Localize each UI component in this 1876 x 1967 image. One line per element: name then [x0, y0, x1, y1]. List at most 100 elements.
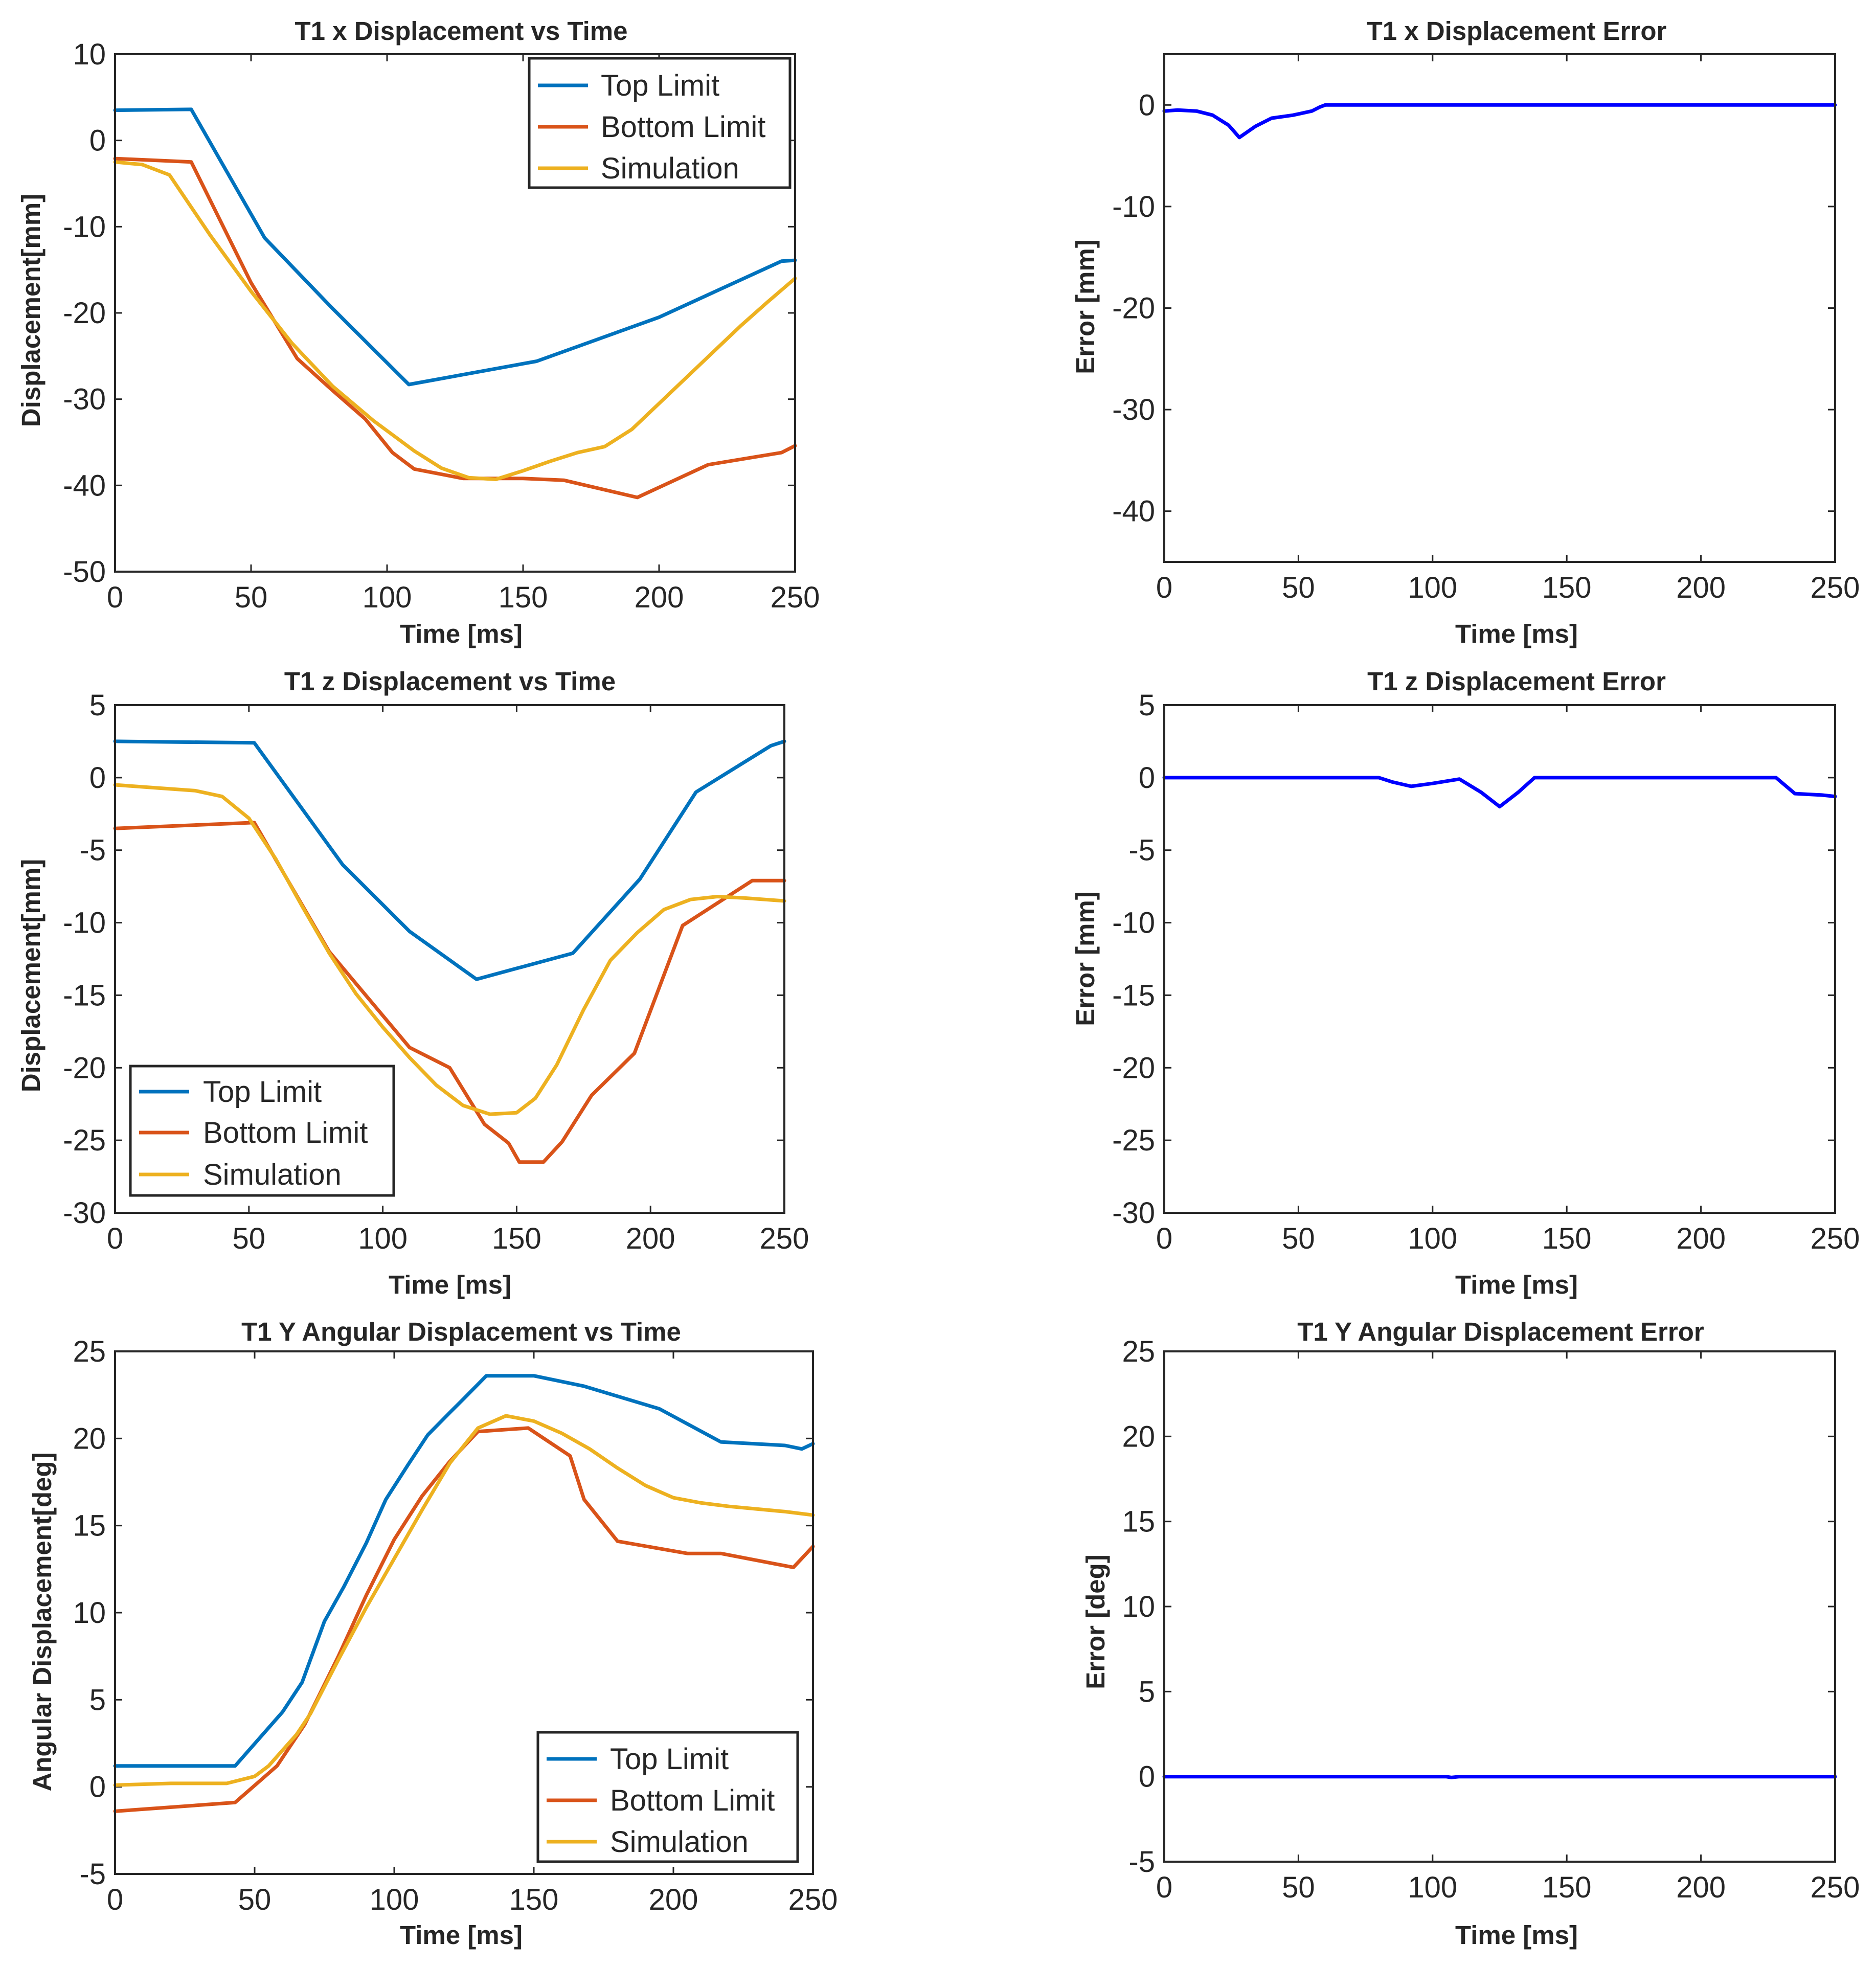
- legend-box: [528, 57, 792, 189]
- panel-x-displacement: T1 x Displacement vs Time Displacement[m…: [16, 16, 820, 648]
- x-tick-label: 100: [358, 1222, 408, 1255]
- legend-label-bottom-limit: Bottom Limit: [203, 1116, 368, 1149]
- legend-label-top-limit: Top Limit: [601, 69, 719, 102]
- x-tick-label: 150: [499, 581, 548, 614]
- y-tick-label: -30: [63, 383, 106, 416]
- y-tick-label: -20: [63, 1051, 106, 1084]
- y-tick-label: 20: [73, 1422, 106, 1455]
- panel-title: T1 Y Angular Displacement vs Time: [241, 1317, 681, 1346]
- series-layer: [113, 107, 797, 500]
- x-tick-label: 250: [760, 1222, 809, 1255]
- x-axis-label: Time [ms]: [400, 619, 523, 648]
- x-tick-label: 250: [1811, 1222, 1860, 1255]
- x-tick-label: 100: [370, 1883, 419, 1916]
- legend: Top Limit Bottom Limit Simulation: [129, 1065, 395, 1197]
- y-tick-label: -5: [1128, 834, 1155, 867]
- y-tick-label: -10: [63, 210, 106, 243]
- y-tick-label: -10: [1112, 190, 1155, 223]
- y-tick-label: 5: [89, 689, 106, 722]
- x-tick-label: 0: [1156, 1871, 1172, 1904]
- y-tick-label: 25: [1122, 1335, 1155, 1368]
- y-tick-label: -10: [63, 907, 106, 940]
- y-axis-label: Error [deg]: [1081, 1554, 1110, 1689]
- series-line-error: [1162, 1775, 1837, 1779]
- y-tick-label: -40: [1112, 495, 1155, 528]
- legend-label-bottom-limit: Bottom Limit: [601, 110, 765, 144]
- legend: Top Limit Bottom Limit Simulation: [528, 57, 792, 189]
- tick-layer: 0 50 100 150 200 250 -30 -25 -20 -15 -10 -5 0 5: [63, 689, 809, 1255]
- panel-title: T1 z Displacement vs Time: [284, 667, 616, 696]
- y-tick-label: -20: [63, 297, 106, 330]
- legend-label-top-limit: Top Limit: [203, 1075, 322, 1109]
- plot-frame: [1163, 53, 1836, 563]
- x-tick-label: 0: [107, 1883, 123, 1916]
- y-tick-label: 5: [1139, 689, 1155, 722]
- plot-frame: [114, 704, 785, 1214]
- x-tick-label: 0: [1156, 571, 1172, 604]
- x-tick-label: 250: [1811, 1871, 1860, 1904]
- x-tick-label: 200: [626, 1222, 675, 1255]
- x-tick-label: 250: [788, 1883, 838, 1916]
- y-axis-label: Error [mm]: [1071, 239, 1100, 374]
- y-tick-label: -30: [1112, 393, 1155, 426]
- x-tick-label: 0: [107, 1222, 123, 1255]
- y-tick-label: 5: [89, 1683, 106, 1716]
- legend: Top Limit Bottom Limit Simulation: [536, 1731, 799, 1863]
- x-tick-label: 200: [1676, 571, 1726, 604]
- x-tick-label: 50: [233, 1222, 266, 1255]
- y-tick-label: -5: [79, 834, 106, 867]
- y-tick-label: -15: [1112, 979, 1155, 1012]
- panel-title: T1 x Displacement Error: [1367, 16, 1667, 46]
- legend-label-bottom-limit: Bottom Limit: [610, 1784, 775, 1817]
- x-tick-label: 100: [1408, 1871, 1457, 1904]
- y-tick-label: -20: [1112, 292, 1155, 325]
- series-line-simulation: [113, 1414, 815, 1787]
- x-tick-label: 50: [238, 1883, 272, 1916]
- x-tick-label: 50: [235, 581, 268, 614]
- y-tick-label: 5: [1139, 1675, 1155, 1708]
- y-tick-label: -50: [63, 555, 106, 589]
- series-layer: [113, 739, 786, 1164]
- x-axis-label: Time [ms]: [1455, 619, 1578, 648]
- x-tick-label: 250: [771, 581, 820, 614]
- x-tick-label: 100: [363, 581, 412, 614]
- tick-layer: 0 50 100 150 200 250 -50 -40 -30 -20 -10 0 10: [63, 38, 820, 614]
- series-layer: [113, 1374, 815, 1813]
- x-tick-label: 100: [1408, 1222, 1457, 1255]
- series-line-simulation: [113, 160, 797, 481]
- x-tick-label: 150: [492, 1222, 541, 1255]
- x-axis-label: Time [ms]: [400, 1920, 523, 1950]
- y-tick-label: -25: [63, 1124, 106, 1157]
- panel-title: T1 x Displacement vs Time: [295, 16, 627, 46]
- y-tick-label: 0: [1139, 761, 1155, 795]
- panel-z-displacement: T1 z Displacement vs Time Displacement[m…: [16, 667, 809, 1299]
- panel-title: T1 Y Angular Displacement Error: [1297, 1317, 1704, 1346]
- y-tick-label: 20: [1122, 1420, 1155, 1453]
- legend-label-top-limit: Top Limit: [610, 1743, 729, 1776]
- series-layer: [1162, 1775, 1837, 1779]
- x-tick-label: 200: [1676, 1222, 1726, 1255]
- y-tick-label: 15: [1122, 1505, 1155, 1539]
- y-tick-label: 10: [73, 38, 106, 71]
- x-tick-label: 0: [107, 581, 123, 614]
- y-tick-label: -20: [1112, 1051, 1155, 1084]
- legend-label-simulation: Simulation: [203, 1158, 342, 1191]
- series-line-error: [1162, 776, 1837, 809]
- y-tick-label: 0: [1139, 88, 1155, 122]
- series-line-simulation: [113, 783, 786, 1116]
- x-axis-label: Time [ms]: [1455, 1920, 1578, 1950]
- x-tick-label: 50: [1282, 1222, 1315, 1255]
- x-tick-label: 50: [1282, 1871, 1315, 1904]
- panel-x-displacement-error: T1 x Displacement Error Error [mm] Time …: [1071, 16, 1860, 648]
- series-line-top-limit: [113, 1374, 815, 1768]
- x-tick-label: 50: [1282, 571, 1315, 604]
- panel-title: T1 z Displacement Error: [1367, 667, 1666, 696]
- y-axis-label: Displacement[mm]: [16, 859, 46, 1092]
- series-line-bottom-limit: [113, 821, 786, 1164]
- x-tick-label: 100: [1408, 571, 1457, 604]
- y-axis-label: Error [mm]: [1071, 891, 1100, 1026]
- series-layer: [1162, 776, 1837, 809]
- x-tick-label: 200: [635, 581, 684, 614]
